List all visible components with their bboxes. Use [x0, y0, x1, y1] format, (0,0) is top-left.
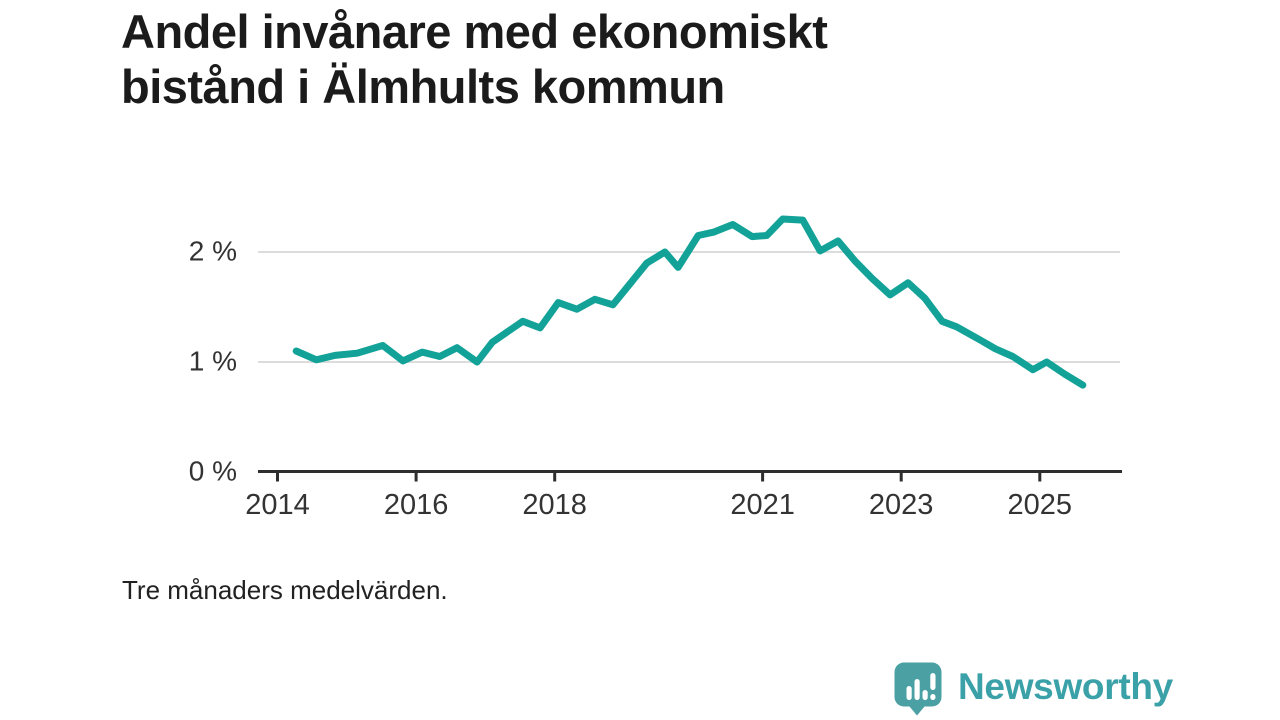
chart-title: Andel invånare med ekonomiskt bistånd i …	[121, 4, 1021, 114]
newsworthy-logo[interactable]: Newsworthy	[894, 662, 1173, 716]
data-line-series	[292, 215, 1087, 389]
x-axis-label: 2016	[383, 489, 449, 521]
logo-bar-2	[914, 679, 920, 700]
chart-footnote: Tre månaders medelvärden.	[122, 575, 448, 605]
speech-bubble-bar-chart-icon	[894, 662, 942, 716]
x-axis-label: 2014	[245, 489, 310, 521]
x-axis-label: 2018	[522, 489, 587, 521]
chart-title-line-2: bistånd i Älmhults kommun	[121, 60, 725, 113]
newsworthy-logo-text: Newsworthy	[958, 666, 1173, 707]
y-axis-label: 1 %	[188, 345, 237, 377]
x-axis-label: 2023	[868, 489, 934, 521]
chart-title-line-1: Andel invånare med ekonomiskt	[121, 5, 828, 58]
x-axis-label: 2025	[1007, 489, 1073, 521]
logo-bar-3	[922, 690, 928, 700]
logo-bar-1	[906, 686, 912, 700]
x-axis-label: 2021	[730, 489, 795, 521]
logo-exclamation-dot	[930, 694, 936, 700]
logo-exclamation-bar	[930, 673, 936, 690]
y-axis-label: 2 %	[188, 235, 237, 267]
y-axis-label: 0 %	[188, 455, 237, 487]
